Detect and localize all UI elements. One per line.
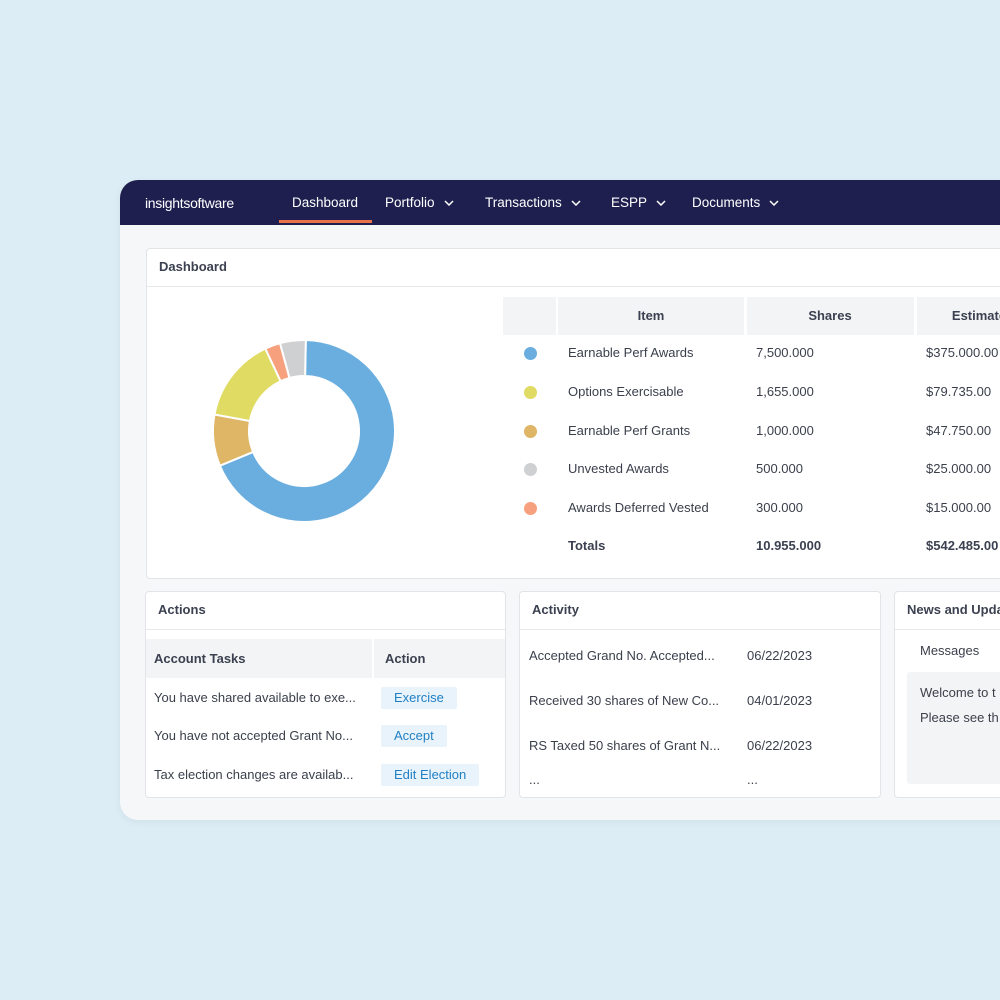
- task-text: You have not accepted Grant No...: [154, 728, 353, 743]
- table-header: Item: [637, 308, 665, 323]
- item-name: Earnable Perf Grants: [568, 423, 691, 438]
- activity-text: RS Taxed 50 shares of Grant N...: [529, 738, 721, 753]
- divider: [147, 286, 1000, 287]
- logo: insightsoftware: [145, 195, 234, 211]
- nav-item[interactable]: ESPP: [611, 195, 648, 210]
- value: $15.000.00: [926, 500, 992, 515]
- dashboard-panel: Dashboard Item Shares Estimate Earnable Perf…: [146, 248, 1000, 579]
- message-box: [907, 672, 1000, 784]
- chevron-icon: [444, 200, 454, 206]
- nav-item[interactable]: Transactions: [485, 195, 562, 210]
- active-underline: [279, 220, 372, 223]
- item-name: Options Exercisable: [568, 384, 684, 399]
- shares: 1,000.000: [756, 423, 814, 438]
- activity-date: ...: [747, 772, 758, 787]
- donut-slice: [278, 339, 307, 380]
- chevron-icon: [656, 200, 666, 206]
- totals-value: $542.485.00: [926, 538, 999, 553]
- chevron-icon: [769, 200, 779, 206]
- item-name: Awards Deferred Vested: [568, 500, 709, 515]
- navbar: insightsoftware Dashboard Portfolio Transac…: [120, 180, 1000, 225]
- item-name: Unvested Awards: [568, 461, 669, 476]
- donut-chart: [212, 338, 396, 523]
- legend-dot: [524, 425, 537, 438]
- activity-text: Accepted Grand No. Accepted...: [529, 648, 715, 663]
- legend-dot: [524, 386, 537, 399]
- nav-item[interactable]: Dashboard: [292, 195, 359, 210]
- value: $25.000.00: [926, 461, 992, 476]
- table-header: Shares: [808, 308, 852, 323]
- activity-date: 06/22/2023: [747, 738, 813, 753]
- app-window: insightsoftware Dashboard Portfolio Transac…: [120, 180, 1000, 820]
- table-header: Estimate: [951, 308, 1000, 323]
- shares: 500.000: [756, 461, 803, 476]
- panel-title: Dashboard: [159, 259, 227, 274]
- legend-dot: [524, 463, 537, 476]
- task-text: Tax election changes are availab...: [154, 767, 354, 782]
- action-button[interactable]: Exercise: [381, 687, 457, 709]
- panel-title: Actions: [158, 602, 206, 617]
- table-header-cell: [558, 297, 744, 335]
- activity-text: ...: [529, 772, 540, 787]
- legend-dot: [524, 502, 537, 515]
- activity-date: 06/22/2023: [747, 648, 813, 663]
- table-header-bg: [146, 639, 372, 678]
- divider: [146, 629, 505, 630]
- message-line: Welcome to t: [920, 685, 996, 700]
- activity-date: 04/01/2023: [747, 693, 813, 708]
- divider: [895, 629, 1000, 630]
- table-header: Action: [385, 651, 426, 666]
- message-line: Please see th: [920, 710, 999, 725]
- shares: 1,655.000: [756, 384, 814, 399]
- activity-panel: Activity Accepted Grand No. Accepted... 06…: [519, 591, 881, 798]
- legend-dot: [524, 347, 537, 360]
- value: $47.750.00: [926, 423, 992, 438]
- table-header-cell: [917, 297, 1000, 335]
- task-text: You have shared available to exe...: [154, 690, 356, 705]
- news-panel: News and Upda Messages Welcome to t Please …: [894, 591, 1000, 798]
- table-header-cell: [747, 297, 914, 335]
- action-button[interactable]: Edit Election: [381, 764, 480, 786]
- table-header-bg: [374, 639, 505, 678]
- panel-title: News and Upda: [907, 602, 1000, 617]
- chevron-icon: [571, 200, 581, 206]
- value: $375.000.00: [926, 345, 999, 360]
- activity-text: Received 30 shares of New Co...: [529, 693, 720, 708]
- table-header: Account Tasks: [154, 651, 246, 666]
- nav-item[interactable]: Documents: [692, 195, 761, 210]
- nav-item[interactable]: Portfolio: [385, 195, 435, 210]
- panel-title: Activity: [532, 602, 579, 617]
- action-button[interactable]: Accept: [381, 725, 447, 747]
- totals-shares: 10.955.000: [756, 538, 822, 553]
- item-name: Earnable Perf Awards: [568, 345, 694, 360]
- value: $79.735.00: [926, 384, 992, 399]
- shares: 300.000: [756, 500, 803, 515]
- divider: [520, 629, 880, 630]
- donut-slice: [218, 338, 396, 523]
- table-header-cell: [503, 297, 556, 335]
- actions-panel: Actions Account Tasks Action You have share…: [145, 591, 506, 798]
- totals-label: Totals: [568, 538, 606, 553]
- shares: 7,500.000: [756, 345, 814, 360]
- tab[interactable]: Messages: [920, 643, 980, 658]
